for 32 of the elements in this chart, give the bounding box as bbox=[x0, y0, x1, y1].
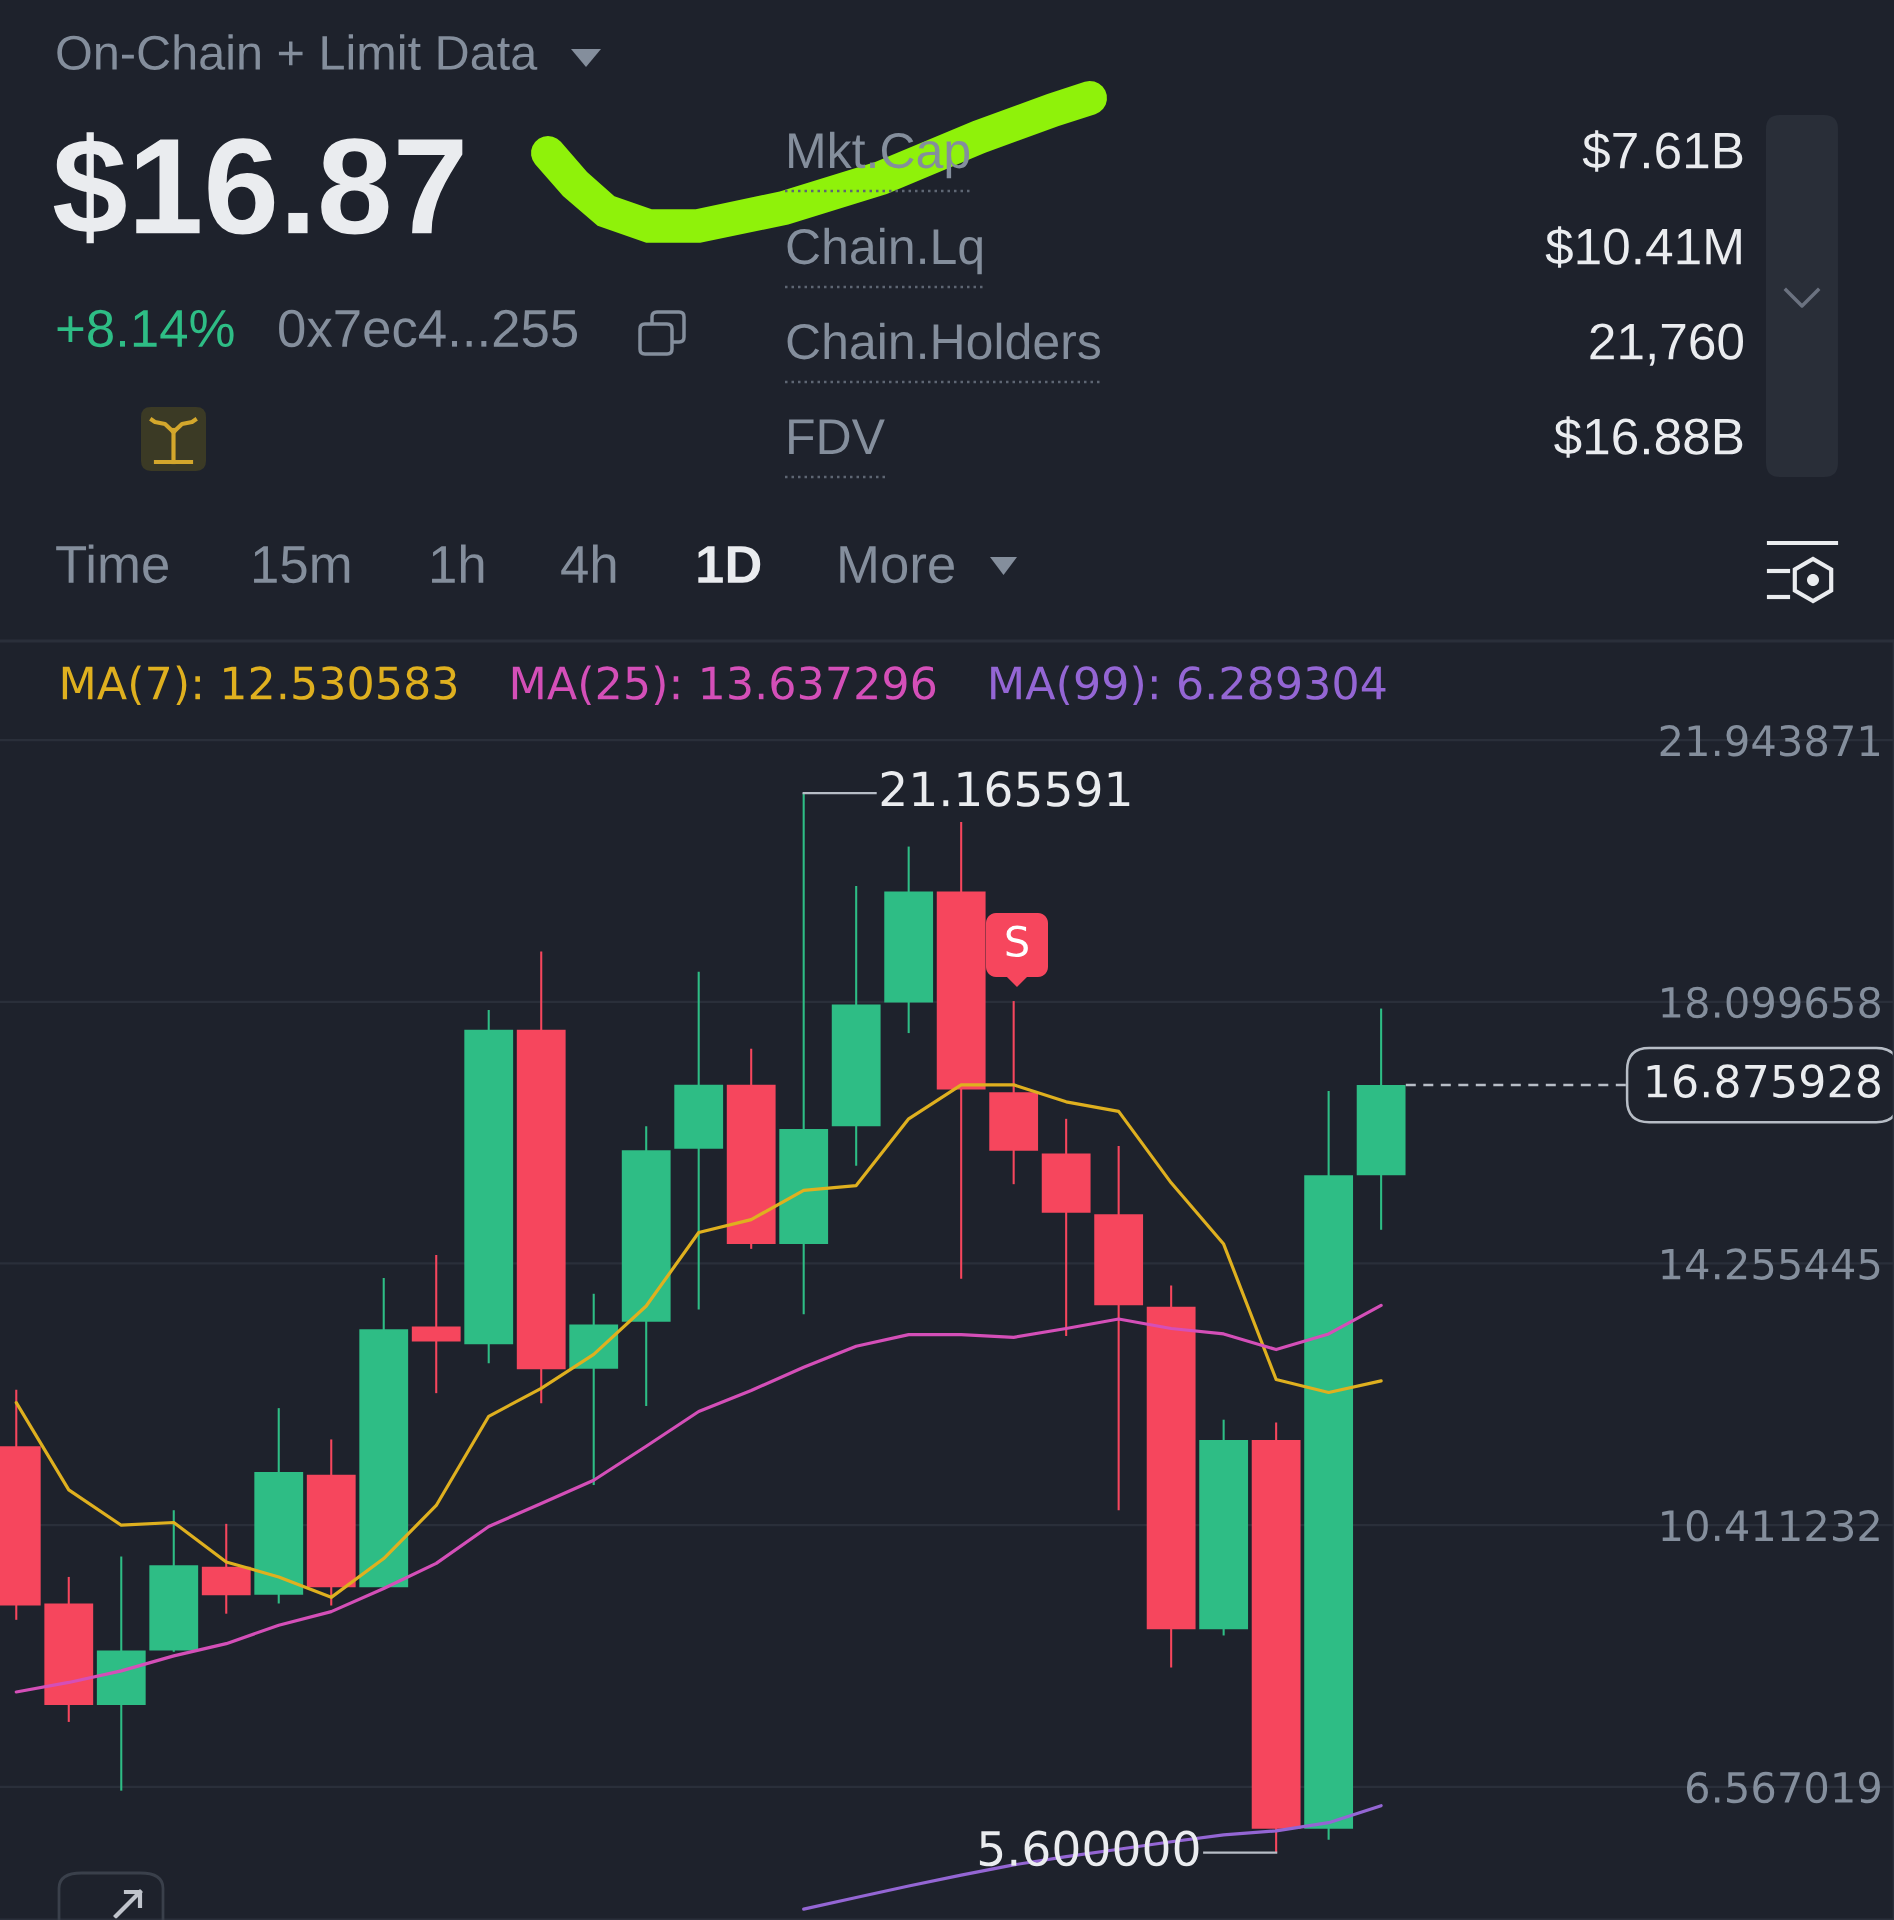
text: $7.61B bbox=[1582, 130, 1743, 172]
y-tick-label: 14.255445 bbox=[1662, 1248, 1880, 1280]
text: 4h bbox=[561, 544, 616, 583]
y-tick-label: 10.411232 bbox=[1662, 1510, 1879, 1542]
text: 0x7ec4...255 bbox=[279, 309, 578, 348]
text: 1h bbox=[432, 544, 484, 583]
text: More bbox=[840, 546, 954, 584]
text: $16.87 bbox=[53, 132, 463, 244]
text: Time bbox=[56, 544, 168, 584]
text: 21,760 bbox=[1590, 323, 1744, 366]
text: +8.14% bbox=[57, 309, 234, 348]
y-tick-label: 18.099658 bbox=[1662, 986, 1881, 1019]
y-tick-label: 6.567019 bbox=[1686, 1771, 1880, 1804]
text: MA(7): 12.530583 bbox=[62, 665, 457, 706]
text: MA(99): 6.289304 bbox=[991, 665, 1386, 706]
text: 15m bbox=[254, 546, 350, 584]
text: $10.41M bbox=[1545, 226, 1741, 268]
text: MA(25): 13.637296 bbox=[512, 665, 936, 706]
line-series bbox=[14, 1083, 1383, 1599]
text: 1D bbox=[698, 546, 761, 583]
line-series bbox=[14, 1303, 1383, 1694]
candlestick bbox=[411, 1253, 461, 1395]
annotation: S bbox=[1006, 925, 1028, 958]
text: Chain.Lq bbox=[787, 227, 982, 275]
y-tick-label: 21.943871 bbox=[1660, 725, 1880, 757]
text: FDV bbox=[789, 419, 885, 454]
text: 16.875928 bbox=[1647, 1064, 1880, 1098]
text: $16.88B bbox=[1554, 416, 1743, 458]
text: Chain.Holders bbox=[787, 322, 1101, 360]
text: On-Chain + Limit Data bbox=[57, 34, 538, 71]
line-series bbox=[802, 1804, 1383, 1911]
annotation: 21.165591 bbox=[881, 771, 1130, 807]
